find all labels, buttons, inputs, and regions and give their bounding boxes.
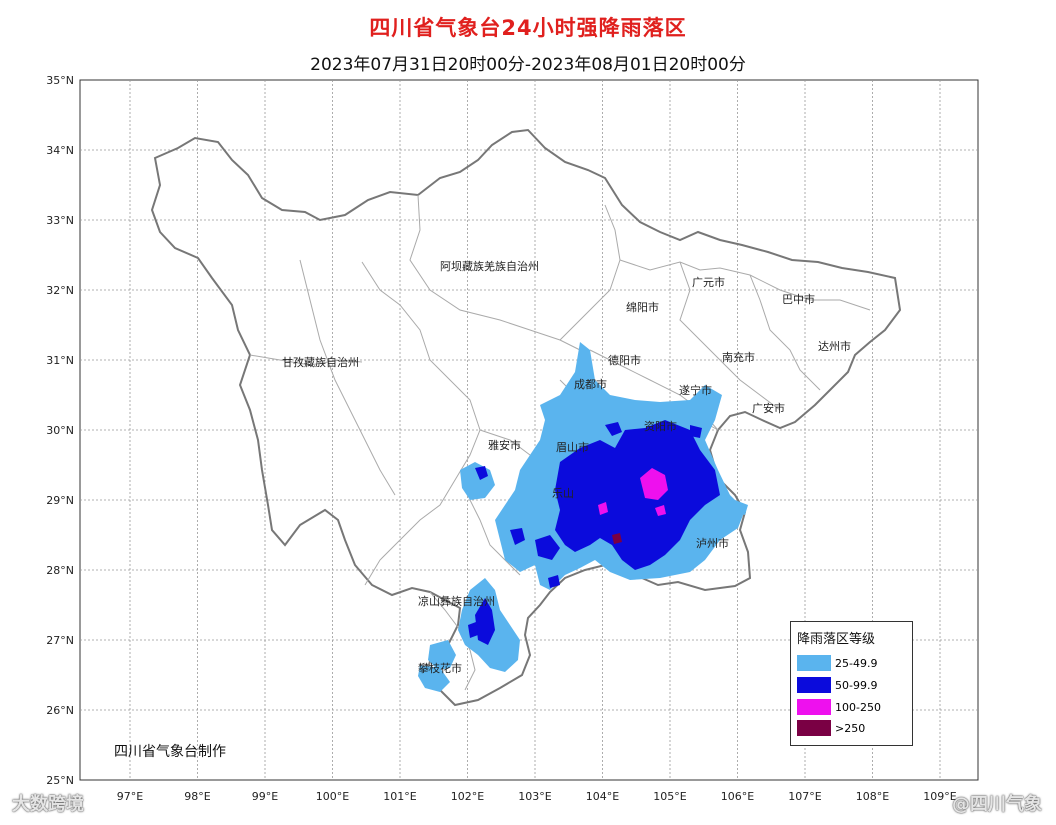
place-label: 达州市 xyxy=(818,339,851,353)
latitude-label: 35°N xyxy=(46,74,74,87)
longitude-label: 97°E xyxy=(117,790,143,803)
rain-zone-100-250 xyxy=(598,468,668,516)
legend-label: 50-99.9 xyxy=(835,678,878,692)
legend: 降雨落区等级 25-49.9 50-99.9 100-250 >250 xyxy=(790,621,913,746)
longitude-label: 109°E xyxy=(923,790,956,803)
watermark-left: 大数跨境 xyxy=(12,794,84,815)
legend-label: 100-250 xyxy=(835,700,881,714)
rain-zone-above-250 xyxy=(612,533,622,544)
legend-item: 50-99.9 xyxy=(797,677,877,693)
latitude-label: 34°N xyxy=(46,144,74,157)
longitude-label: 98°E xyxy=(184,790,210,803)
place-label: 甘孜藏族自治州 xyxy=(282,355,359,369)
latitude-label: 26°N xyxy=(46,704,74,717)
legend-label: >250 xyxy=(835,721,866,735)
place-label: 乐山 xyxy=(552,487,574,500)
longitude-label: 108°E xyxy=(856,790,889,803)
latitude-label: 33°N xyxy=(46,214,74,227)
legend-swatch xyxy=(797,720,831,736)
legend-swatch xyxy=(797,699,831,715)
place-label: 遂宁市 xyxy=(679,383,712,397)
place-label: 眉山市 xyxy=(556,440,589,454)
place-label: 泸州市 xyxy=(696,536,729,550)
latitude-label: 32°N xyxy=(46,284,74,297)
legend-label: 25-49.9 xyxy=(835,656,878,670)
legend-title: 降雨落区等级 xyxy=(797,632,876,647)
place-label: 资阳市 xyxy=(644,419,677,433)
place-label: 巴中市 xyxy=(782,292,815,306)
place-label: 广元市 xyxy=(692,275,725,289)
place-label: 凉山彝族自治州 xyxy=(418,594,495,608)
latitude-label: 30°N xyxy=(46,424,74,437)
latitude-label: 25°N xyxy=(46,774,74,787)
map-subtitle: 2023年07月31日20时00分-2023年08月01日20时00分 xyxy=(310,55,746,75)
longitude-label: 100°E xyxy=(316,790,349,803)
sichuan-outline xyxy=(150,128,902,707)
longitude-label: 99°E xyxy=(252,790,278,803)
longitude-label: 104°E xyxy=(586,790,619,803)
place-label: 广安市 xyxy=(752,401,785,415)
watermark-right: @四川气象 xyxy=(952,794,1042,815)
latitude-label: 28°N xyxy=(46,564,74,577)
place-label: 德阳市 xyxy=(608,353,641,367)
axis-ticks: 35°N 34°N 33°N 32°N 31°N 30°N 29°N 28°N 27°N 26°N… xyxy=(46,74,957,803)
place-label: 攀枝花市 xyxy=(418,661,462,675)
legend-swatch xyxy=(797,677,831,693)
place-label: 成都市 xyxy=(574,377,607,391)
legend-item: 100-250 xyxy=(797,699,881,715)
longitude-label: 103°E xyxy=(518,790,551,803)
legend-item: >250 xyxy=(797,720,865,736)
place-label: 绵阳市 xyxy=(626,300,659,314)
place-label: 阿坝藏族羌族自治州 xyxy=(440,259,539,273)
map-title: 四川省气象台24小时强降雨落区 xyxy=(369,16,687,40)
place-label: 雅安市 xyxy=(488,438,521,452)
producer-credit: 四川省气象台制作 xyxy=(114,744,226,760)
latitude-label: 29°N xyxy=(46,494,74,507)
legend-swatch xyxy=(797,655,831,671)
latitude-label: 27°N xyxy=(46,634,74,647)
latitude-label: 31°N xyxy=(46,354,74,367)
rain-zone-50-99 xyxy=(468,420,720,645)
longitude-label: 101°E xyxy=(383,790,416,803)
legend-item: 25-49.9 xyxy=(797,655,877,671)
longitude-label: 102°E xyxy=(451,790,484,803)
longitude-label: 106°E xyxy=(721,790,754,803)
place-label: 南充市 xyxy=(722,350,755,364)
longitude-label: 107°E xyxy=(788,790,821,803)
longitude-label: 105°E xyxy=(653,790,686,803)
